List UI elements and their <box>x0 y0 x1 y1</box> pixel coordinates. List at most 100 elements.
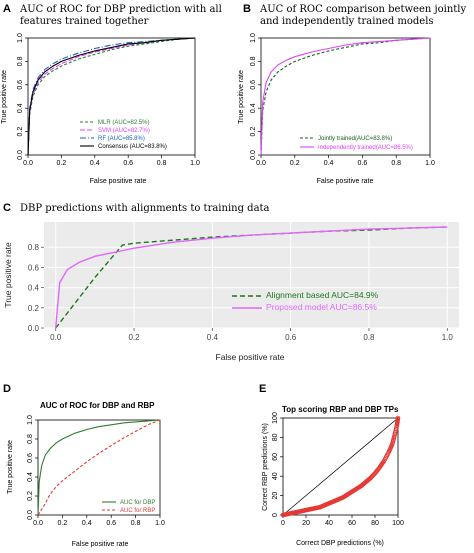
x-axis-label: False positive rate <box>317 178 374 185</box>
y-tick-label: 0.6 <box>28 263 40 272</box>
plot-d: 0.0 0.2 0.4 0.6 0.8 1.0 0.0 0.2 0.4 0.6 0.8 1.0 Fals… <box>7 415 165 548</box>
x-tick-label: 0.4 <box>90 160 100 167</box>
y-axis-label: True positive rate <box>3 242 13 308</box>
y-tick-label: 0.0 <box>250 150 257 160</box>
y-tick-label: 0.0 <box>28 324 40 333</box>
x-tick-label: 0.4 <box>207 333 219 342</box>
series-line-d-1 <box>37 419 161 516</box>
y-axis-label: Correct RBP predictions (%) <box>262 423 269 511</box>
y-tick-label: 0.8 <box>27 434 34 444</box>
y-tick-label: 0.4 <box>27 472 34 482</box>
scatter-point <box>395 415 401 421</box>
y-tick-label: 0.0 <box>17 150 24 160</box>
plot-a: 0.0 0.2 0.4 0.6 0.8 1.0 0.0 0.2 0.4 0.6 0.8 1.0 Fals… <box>1 33 200 185</box>
series-line-a-1 <box>27 37 196 156</box>
legend-label: Consensus (AUC=83.8%) <box>98 144 167 150</box>
y-tick-label: 1.0 <box>27 415 34 425</box>
plot-frame <box>37 419 161 516</box>
y-axis-label: True positive rate <box>1 70 8 124</box>
y-tick-label: 0.8 <box>250 56 257 66</box>
series-line-d-2 <box>37 419 161 516</box>
x-tick-label: 1.0 <box>425 160 435 167</box>
x-tick-label: 1.0 <box>442 333 454 342</box>
series-line-b-2 <box>260 37 431 156</box>
x-axis-label: False positive rate <box>90 178 147 185</box>
y-tick-label: 0.4 <box>250 103 257 113</box>
x-tick-label: 0.0 <box>256 160 266 167</box>
x-tick-label: 0.2 <box>57 160 67 167</box>
panel-letter-e: E <box>259 383 266 395</box>
y-tick-label: 0.6 <box>27 453 34 463</box>
x-axis-label: Correct DBP predictions (%) <box>296 540 384 547</box>
panel-letter-c: C <box>3 202 11 214</box>
panel-a-title-line2: features trained together <box>20 16 149 27</box>
series-line-c-2 <box>55 226 448 329</box>
x-tick-label: 100 <box>392 520 404 527</box>
panel-d: D AUC of ROC for DBP and RBP 0.0 0.2 0.4 0.… <box>3 383 165 548</box>
x-tick-label: 20 <box>302 520 310 527</box>
y-tick-label: 100 <box>272 412 279 424</box>
y-axis-label: True positive rate <box>7 440 14 494</box>
y-tick-label: 20 <box>272 492 279 500</box>
y-tick-label: 0.6 <box>17 80 24 90</box>
x-tick-label: 1.0 <box>155 520 165 527</box>
y-tick-label: 0.6 <box>250 80 257 90</box>
panel-c: C DBP predictions with alignments to tra… <box>3 202 459 362</box>
x-tick-label: 1.0 <box>190 160 200 167</box>
y-tick-label: 0 <box>272 513 279 517</box>
panel-a-title-line1: AUC of ROC for DBP prediction with all <box>19 4 222 15</box>
x-tick-label: 0.6 <box>123 160 133 167</box>
legend-label: Jointly trained(AUC=83.8%) <box>318 136 392 142</box>
x-tick-label: 0.0 <box>23 160 33 167</box>
legend-label: AUC for DBP <box>120 500 155 506</box>
x-tick-label: 0.8 <box>131 520 141 527</box>
y-tick-label: 60 <box>272 453 279 461</box>
panel-b-title-line1: AUC of ROC comparison between jointly <box>259 4 466 15</box>
panel-e: E Top scoring RBP and DBP TPs 0 20 40 60 80 1… <box>259 383 404 547</box>
legend-label: MLR (AUC=82.5%) <box>98 120 150 126</box>
y-tick-label: 0.8 <box>28 243 40 252</box>
x-tick-label: 0.4 <box>324 160 334 167</box>
x-tick-label: 0.6 <box>106 520 116 527</box>
x-tick-label: 60 <box>348 520 356 527</box>
y-tick-label: 0.2 <box>17 127 24 137</box>
x-tick-label: 0.8 <box>391 160 401 167</box>
panel-e-title: Top scoring RBP and DBP TPs <box>282 405 399 414</box>
x-tick-label: 0.0 <box>50 333 62 342</box>
y-tick-label: 0.2 <box>250 127 257 137</box>
plot-background <box>44 222 459 328</box>
plot-b: 0.0 0.2 0.4 0.6 0.8 1.0 0.0 0.2 0.4 0.6 0.8 1.0 Fals… <box>238 33 435 185</box>
x-tick-label: 0.2 <box>290 160 300 167</box>
panel-b-title-line2: and independently trained models <box>260 16 434 27</box>
legend-label: Proposed model AUC=86.5% <box>266 302 377 312</box>
y-tick-label: 0.2 <box>28 304 40 313</box>
panel-c-title: DBP predictions with alignments to train… <box>20 203 270 214</box>
series-line-a-3 <box>27 37 196 156</box>
panel-d-title: AUC of ROC for DBP and RBP <box>40 401 155 410</box>
x-axis-label: False positive rate <box>72 541 129 548</box>
plot-frame <box>27 37 196 156</box>
x-tick-label: 0 <box>281 520 285 527</box>
y-tick-label: 0.4 <box>28 284 40 293</box>
x-tick-label: 0.8 <box>363 333 375 342</box>
legend-label: RF (AUC=85.8%) <box>98 136 145 142</box>
x-axis-label: False positive rate <box>216 352 285 362</box>
x-tick-label: 0.2 <box>128 333 140 342</box>
series-line-a-4 <box>27 37 196 156</box>
series-line-a-2 <box>27 37 196 156</box>
x-tick-label: 0.2 <box>58 520 68 527</box>
plot-frame <box>260 37 431 156</box>
y-tick-label: 0.8 <box>17 56 24 66</box>
panel-letter-b: B <box>243 3 251 15</box>
y-tick-label: 1.0 <box>250 33 257 43</box>
panel-letter-a: A <box>3 3 11 15</box>
plot-frame <box>282 417 399 516</box>
legend-label: Alignment based AUC=84.9% <box>266 290 379 300</box>
diagonal-reference-line <box>282 417 399 516</box>
legend-label: SVM (AUC=82.7%) <box>98 128 150 134</box>
plot-c: 0.0 0.2 0.4 0.6 0.8 1.0 0.0 0.2 0.4 0.6 0.8 False p… <box>3 222 459 362</box>
panel-a: A AUC of ROC for DBP prediction with all… <box>1 3 222 185</box>
y-tick-label: 40 <box>272 472 279 480</box>
legend-label: AUC for RBP <box>120 508 155 514</box>
x-tick-label: 80 <box>371 520 379 527</box>
